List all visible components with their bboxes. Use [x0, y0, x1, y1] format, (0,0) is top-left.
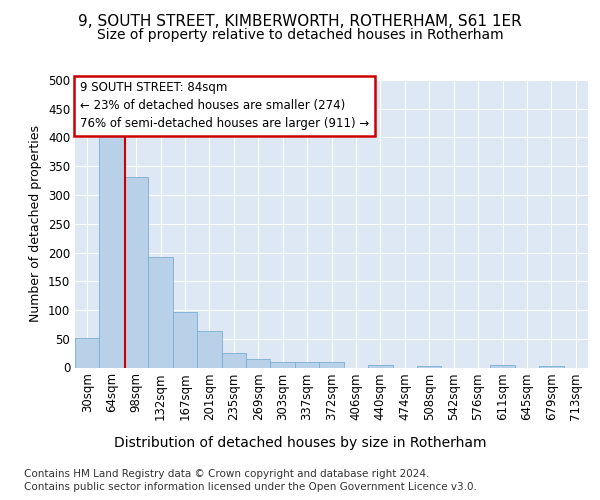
- Text: Contains HM Land Registry data © Crown copyright and database right 2024.: Contains HM Land Registry data © Crown c…: [24, 469, 430, 479]
- Bar: [124, 176, 148, 368]
- Bar: [100, 134, 124, 368]
- Text: 9 SOUTH STREET: 84sqm
← 23% of detached houses are smaller (274)
76% of semi-det: 9 SOUTH STREET: 84sqm ← 23% of detached …: [80, 82, 370, 130]
- Bar: [539, 366, 563, 368]
- Bar: [490, 365, 515, 368]
- Text: Contains public sector information licensed under the Open Government Licence v3: Contains public sector information licen…: [24, 482, 477, 492]
- Bar: [319, 362, 344, 368]
- Bar: [368, 364, 392, 368]
- Bar: [75, 338, 100, 368]
- Text: Distribution of detached houses by size in Rotherham: Distribution of detached houses by size …: [114, 436, 486, 450]
- Text: 9, SOUTH STREET, KIMBERWORTH, ROTHERHAM, S61 1ER: 9, SOUTH STREET, KIMBERWORTH, ROTHERHAM,…: [78, 14, 522, 28]
- Bar: [246, 360, 271, 368]
- Bar: [271, 362, 295, 368]
- Bar: [197, 332, 221, 368]
- Bar: [417, 366, 442, 368]
- Bar: [295, 362, 319, 368]
- Text: Size of property relative to detached houses in Rotherham: Size of property relative to detached ho…: [97, 28, 503, 42]
- Bar: [221, 353, 246, 368]
- Bar: [148, 257, 173, 368]
- Bar: [173, 312, 197, 368]
- Y-axis label: Number of detached properties: Number of detached properties: [29, 125, 43, 322]
